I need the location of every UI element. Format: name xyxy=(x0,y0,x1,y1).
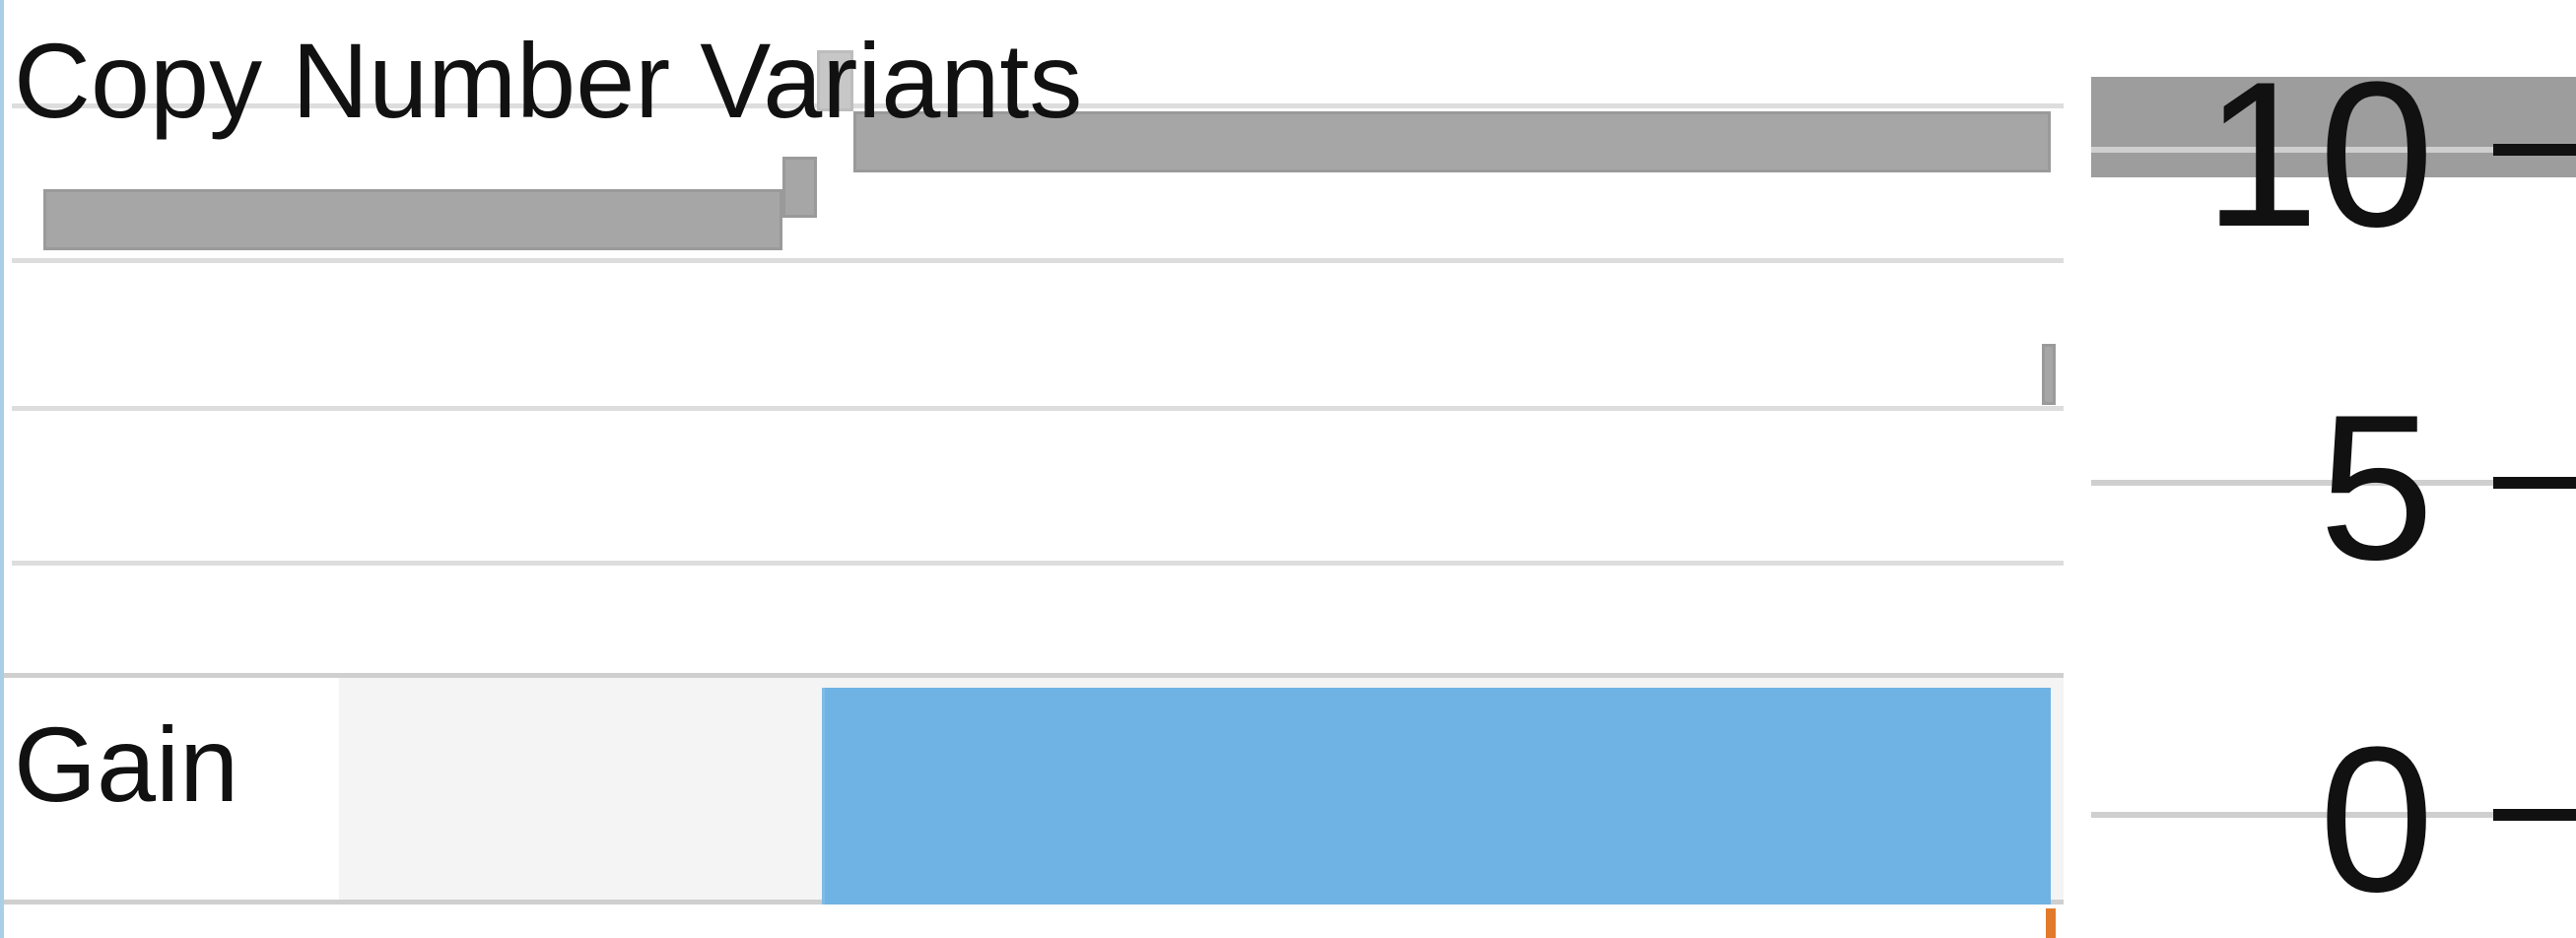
axis-tick-mark xyxy=(2493,144,2576,156)
cnv-segment[interactable] xyxy=(43,188,782,250)
cnv-gridline xyxy=(12,258,2064,263)
axis-tick-line xyxy=(2091,479,2576,486)
cnv-gridline xyxy=(12,103,2064,108)
track-area[interactable]: Copy Number Variants Gain xyxy=(4,0,2064,938)
gain-block[interactable] xyxy=(822,688,2051,904)
cnv-segment[interactable] xyxy=(853,111,2051,173)
axis-tick-label: 5 xyxy=(2319,370,2434,603)
cnv-segment[interactable] xyxy=(2042,344,2056,406)
gain-track-label: Gain xyxy=(14,704,239,824)
y-axis: 10 5 0 xyxy=(2069,0,2576,938)
cnv-segment[interactable] xyxy=(817,50,853,111)
axis-tick-mark xyxy=(2493,809,2576,821)
gain-track-label-area xyxy=(4,678,339,900)
axis-tick-label: 0 xyxy=(2319,704,2434,935)
axis-tick-label: 10 xyxy=(2203,38,2434,270)
axis-tick-line xyxy=(2091,812,2576,818)
cnv-gridline xyxy=(12,406,2064,411)
gain-track[interactable] xyxy=(4,673,2064,904)
position-marker xyxy=(2046,908,2056,938)
axis-top-band xyxy=(2091,77,2576,177)
axis-tick-line xyxy=(2091,147,2576,153)
cnv-gridline xyxy=(12,561,2064,566)
cnv-track-title: Copy Number Variants xyxy=(14,21,1083,140)
viewer-left-border xyxy=(0,0,4,938)
cnv-segment[interactable] xyxy=(782,156,817,218)
axis-tick-mark xyxy=(2493,476,2576,489)
